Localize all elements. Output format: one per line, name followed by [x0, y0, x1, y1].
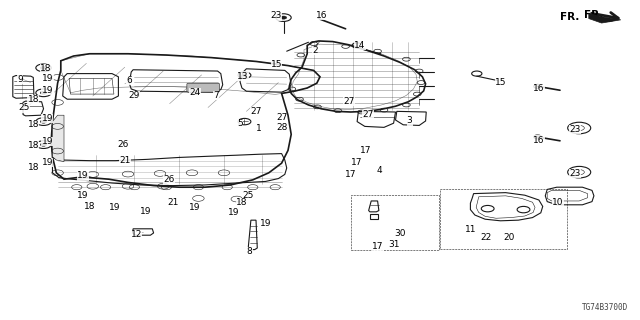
- Text: 7: 7: [214, 91, 219, 100]
- Circle shape: [242, 74, 247, 76]
- Text: 8: 8: [247, 247, 252, 256]
- Text: 17: 17: [351, 158, 363, 167]
- Polygon shape: [52, 115, 64, 162]
- Text: 19: 19: [189, 204, 201, 212]
- Text: 19: 19: [77, 191, 89, 200]
- Text: 21: 21: [167, 198, 179, 207]
- Circle shape: [40, 91, 47, 94]
- Text: 12: 12: [131, 230, 142, 239]
- Text: 26: 26: [163, 175, 175, 184]
- Text: 23: 23: [569, 125, 580, 134]
- Text: 19: 19: [42, 86, 53, 95]
- Text: 29: 29: [129, 92, 140, 100]
- Circle shape: [40, 143, 47, 146]
- Text: 15: 15: [271, 60, 282, 69]
- Text: 2: 2: [312, 46, 317, 55]
- Text: 27: 27: [362, 110, 374, 119]
- Text: 19: 19: [109, 203, 121, 212]
- Text: 5: 5: [237, 119, 243, 128]
- Text: 13: 13: [237, 72, 249, 81]
- Bar: [351, 195, 439, 250]
- Text: 18: 18: [28, 120, 39, 129]
- Text: 17: 17: [360, 146, 372, 155]
- Text: 6: 6: [127, 76, 132, 85]
- Text: 19: 19: [77, 172, 89, 180]
- Text: 27: 27: [276, 113, 287, 122]
- Text: 23: 23: [569, 169, 580, 178]
- Text: 30: 30: [394, 229, 406, 238]
- Text: 22: 22: [481, 233, 492, 242]
- Text: 19: 19: [42, 158, 53, 167]
- Text: 19: 19: [42, 114, 53, 123]
- Text: 16: 16: [316, 11, 327, 20]
- Text: 1: 1: [257, 124, 262, 133]
- Text: 17: 17: [372, 242, 383, 251]
- Text: 16: 16: [533, 136, 545, 145]
- Bar: [440, 189, 567, 249]
- Text: 18: 18: [84, 202, 95, 211]
- Text: 19: 19: [140, 207, 152, 216]
- Text: 11: 11: [465, 225, 477, 234]
- Text: 27: 27: [250, 107, 262, 116]
- Text: 17: 17: [345, 170, 356, 179]
- Text: 4: 4: [376, 166, 381, 175]
- Circle shape: [40, 120, 47, 123]
- Text: 18: 18: [40, 64, 52, 73]
- Polygon shape: [589, 13, 621, 23]
- Text: 10: 10: [552, 198, 564, 207]
- Circle shape: [193, 91, 197, 93]
- Text: 14: 14: [354, 41, 365, 50]
- Text: FR.: FR.: [560, 12, 579, 22]
- Text: TG74B3700D: TG74B3700D: [582, 303, 628, 312]
- Text: 24: 24: [189, 88, 201, 97]
- Text: 26: 26: [117, 140, 129, 149]
- Text: 21: 21: [119, 156, 131, 165]
- Text: 3: 3: [407, 116, 412, 125]
- Circle shape: [280, 16, 287, 19]
- Text: FR.: FR.: [584, 10, 603, 20]
- Text: 31: 31: [388, 240, 399, 249]
- Text: 19: 19: [42, 74, 54, 83]
- Text: 18: 18: [236, 198, 248, 207]
- FancyBboxPatch shape: [187, 83, 220, 92]
- Text: 25: 25: [243, 191, 254, 200]
- Text: 9: 9: [17, 75, 22, 84]
- Text: 25: 25: [19, 103, 30, 112]
- Circle shape: [40, 66, 47, 69]
- Text: 18: 18: [28, 163, 39, 172]
- Text: 16: 16: [533, 84, 545, 93]
- Text: 19: 19: [260, 219, 271, 228]
- Text: 19: 19: [228, 208, 239, 217]
- Text: 15: 15: [495, 78, 506, 87]
- Text: 19: 19: [42, 137, 53, 146]
- Text: 18: 18: [28, 95, 39, 104]
- Text: 18: 18: [28, 141, 39, 150]
- Text: 28: 28: [276, 124, 287, 132]
- Text: 23: 23: [271, 12, 282, 20]
- Text: 27: 27: [343, 97, 355, 106]
- Text: 20: 20: [504, 233, 515, 242]
